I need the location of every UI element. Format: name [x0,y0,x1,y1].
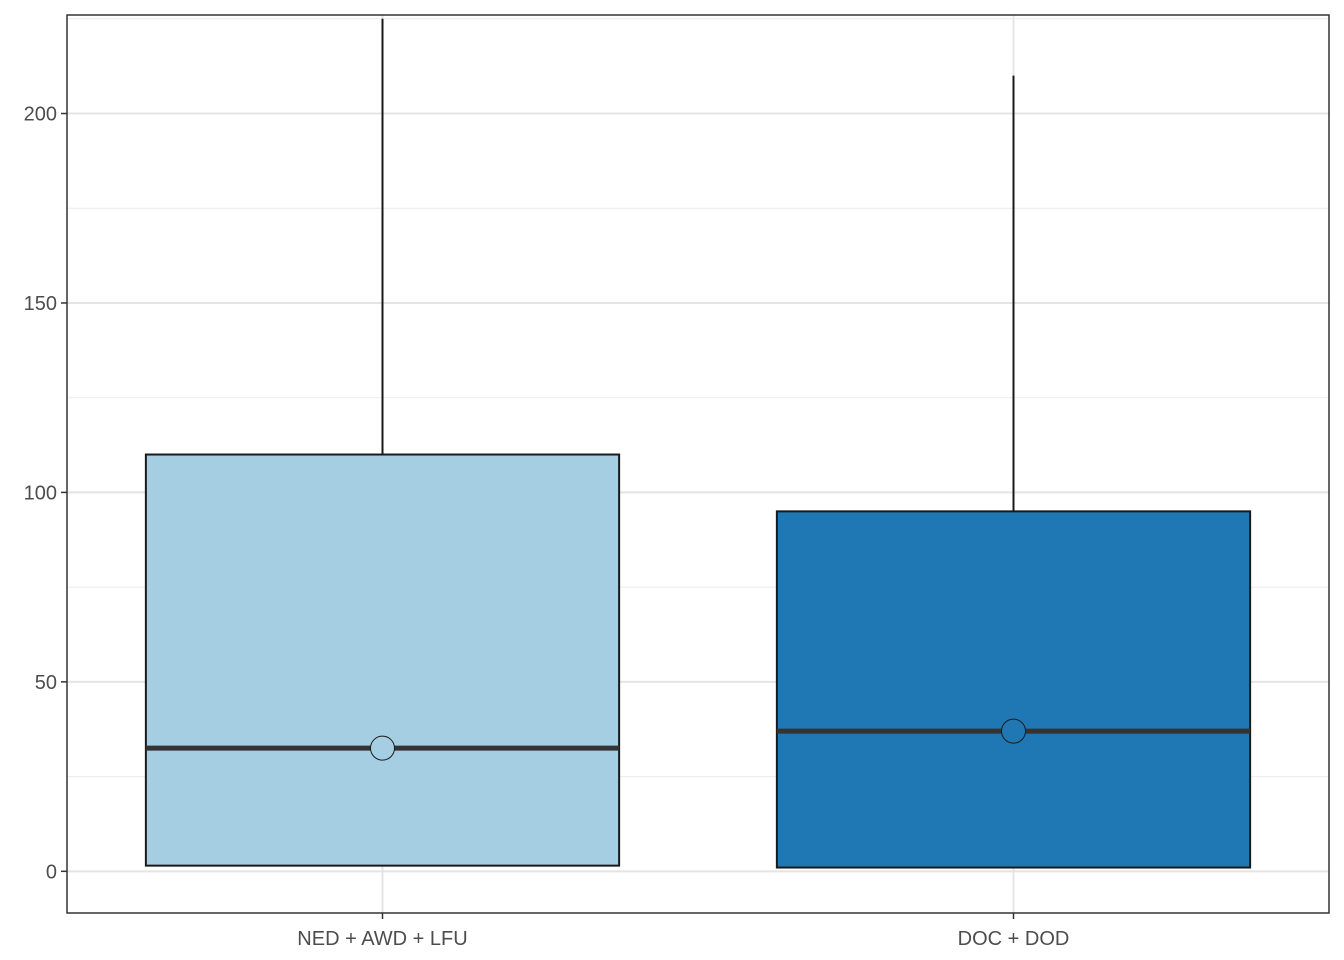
y-tick-label: 200 [24,104,57,126]
box-body [144,453,621,867]
box-group [144,18,621,867]
box-body [775,510,1252,869]
y-tick-label: 100 [24,482,57,504]
x-tick-label: NED + AWD + LFU [297,928,467,950]
box-series [144,18,1252,869]
y-axis: 0 50 100 150 200 [24,104,67,883]
y-tick-label: 150 [24,293,57,315]
plot-panel-border [66,14,1330,914]
mean-point [370,735,395,761]
x-axis: NED + AWD + LFU DOC + DOD [297,913,1069,950]
mean-point [1001,718,1026,744]
box-group [775,75,1252,869]
x-tick-label: DOC + DOD [958,928,1070,950]
y-tick-label: 50 [35,672,57,694]
y-tick-label: 0 [46,861,57,883]
